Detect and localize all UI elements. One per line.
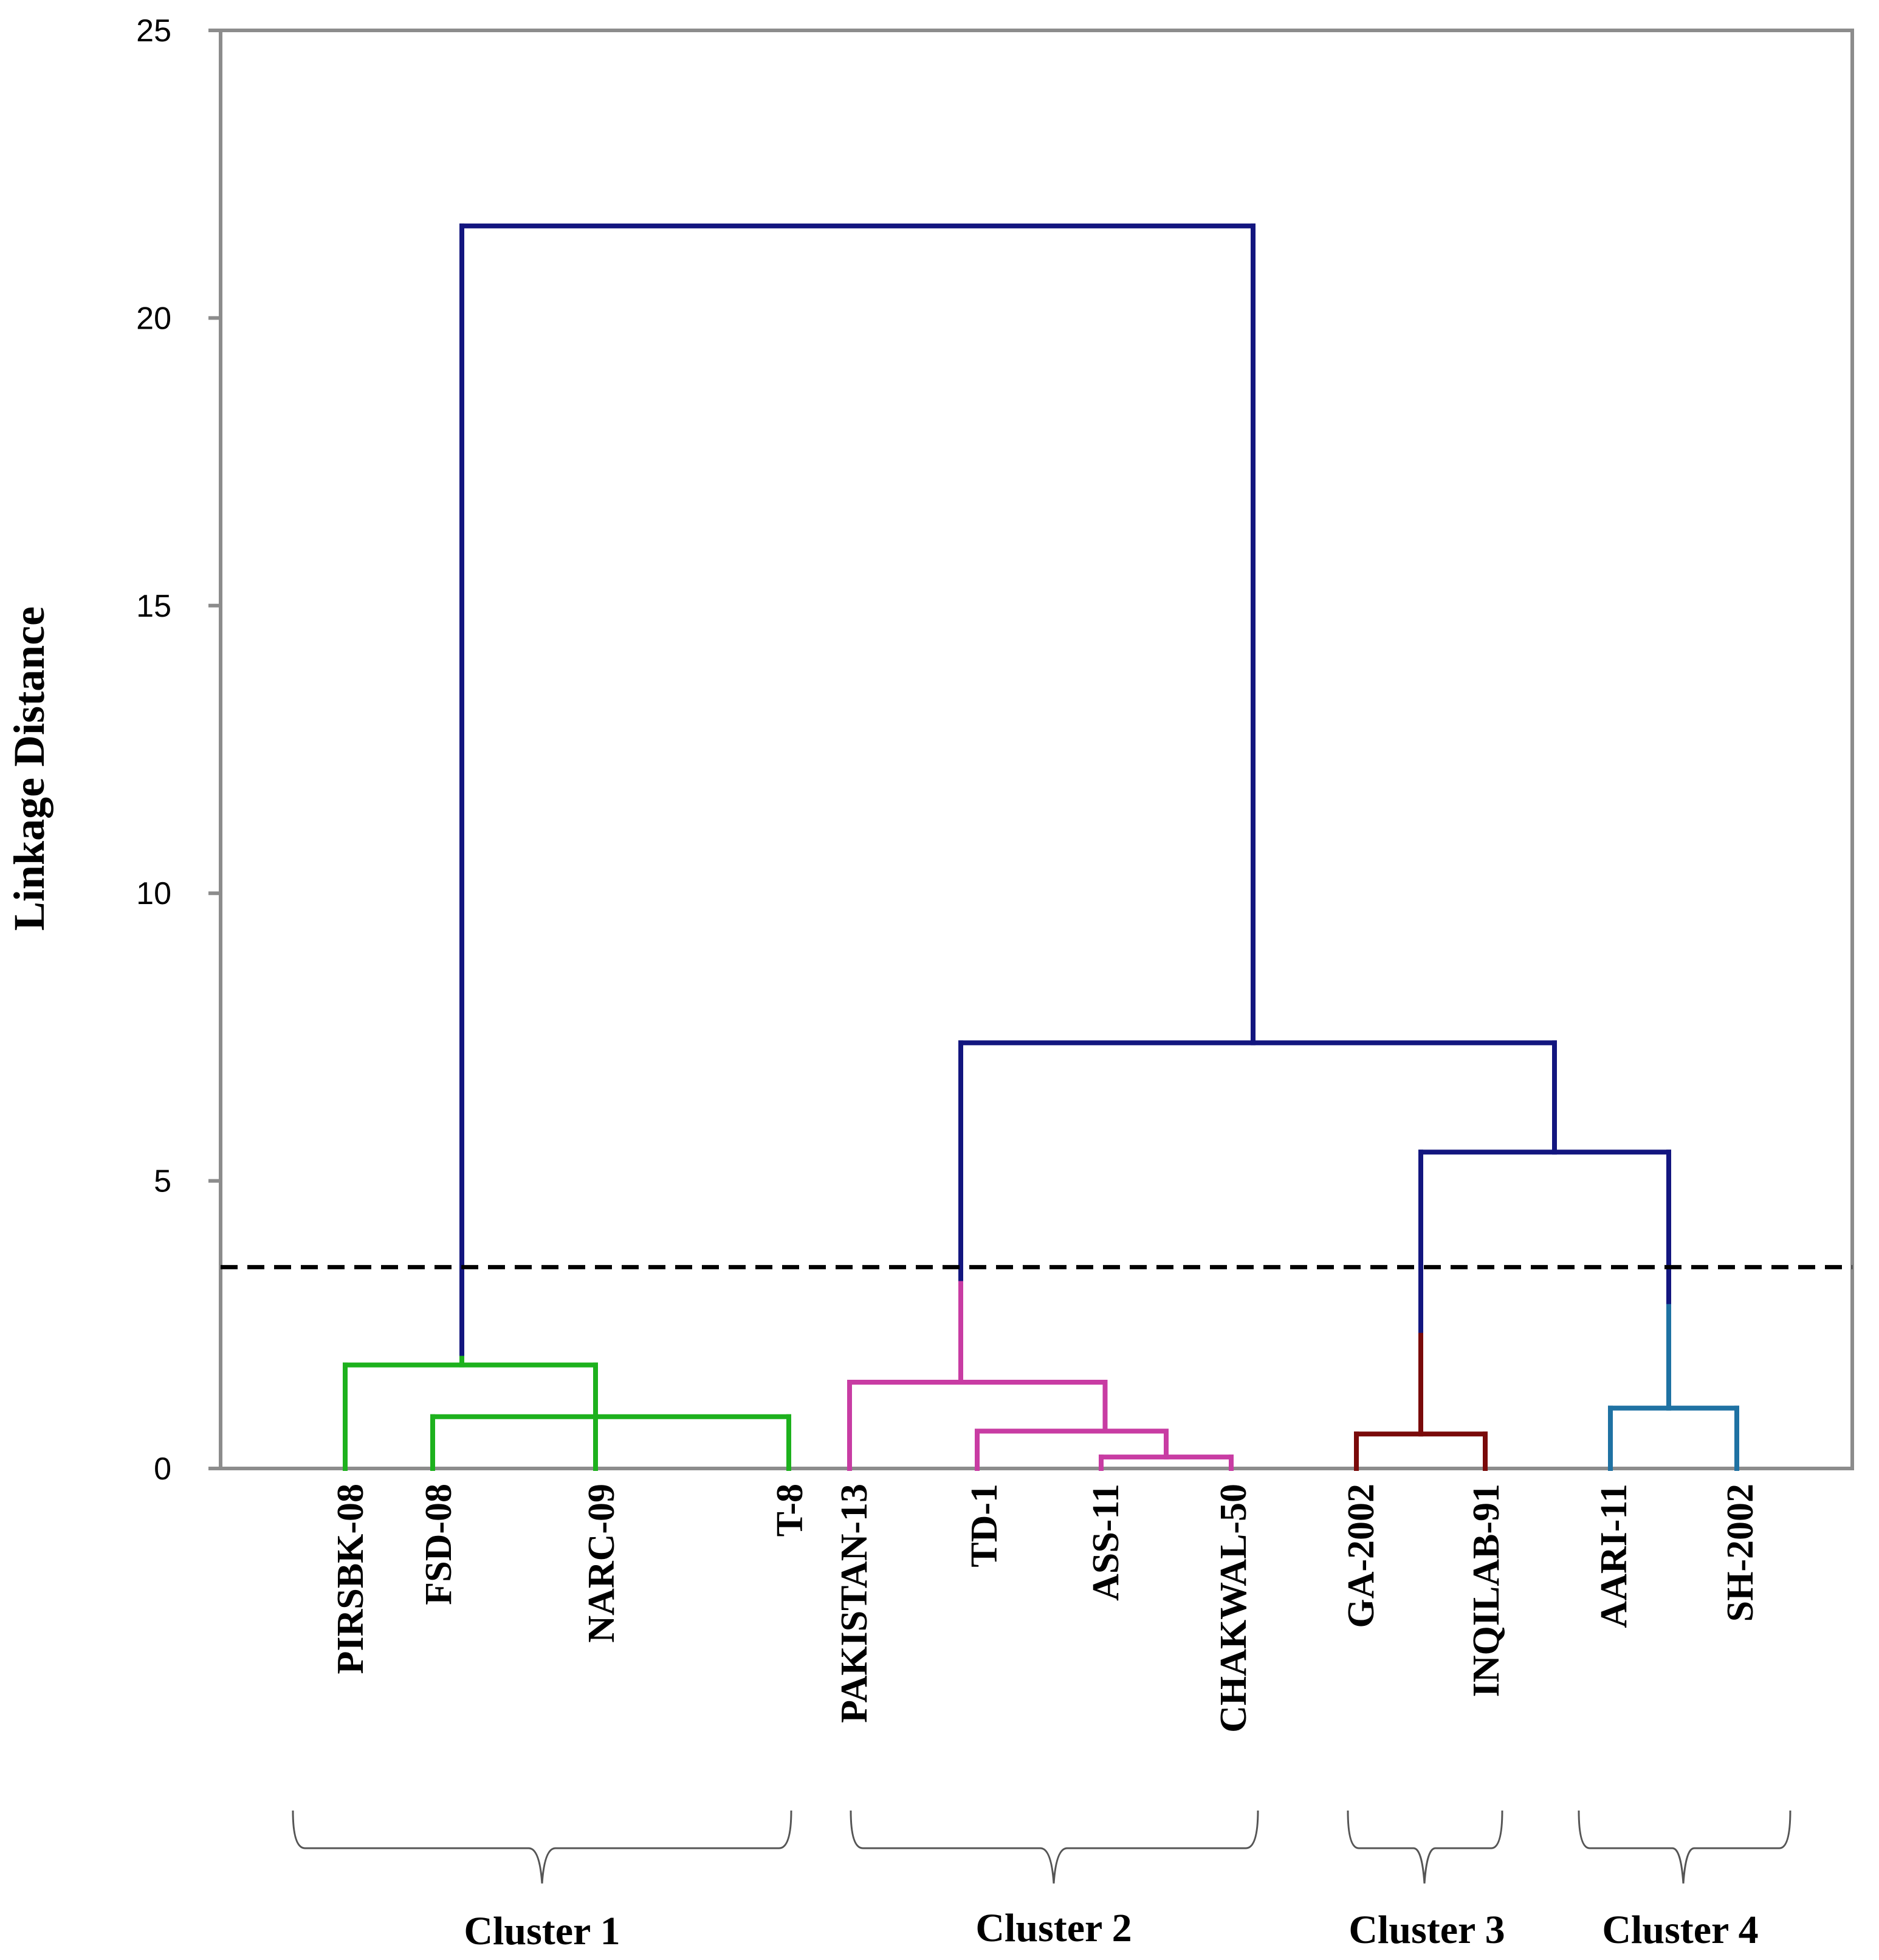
- cluster-brace-2: [850, 1810, 1259, 1884]
- leaf-labels: PIRSBK-08 FSD-08 NARC-09 T-8 PAKISTAN-13…: [330, 1484, 1761, 1733]
- y-tick-label-5: 25: [136, 13, 171, 49]
- y-tick-label-3: 15: [136, 589, 171, 624]
- leaf-label-pakistan-13: PAKISTAN-13: [834, 1484, 875, 1723]
- y-tick-label-2: 10: [136, 876, 171, 911]
- leaf-label-inqilab-91: INQILAB-91: [1466, 1484, 1507, 1697]
- leaf-label-pirsbk-08: PIRSBK-08: [330, 1484, 371, 1674]
- y-tick-label-0: 0: [154, 1451, 171, 1487]
- leaf-label-aari-11: AARI-11: [1593, 1484, 1635, 1628]
- cluster-brace-1: [292, 1810, 792, 1884]
- leaf-label-fsd-08: FSD-08: [418, 1484, 459, 1605]
- cluster-label-4: Cluster 4: [1602, 1908, 1758, 1952]
- y-tick-label-4: 20: [136, 301, 171, 336]
- y-axis: 0 5 10 15 20 25: [136, 13, 221, 1487]
- leaf-label-sh-2002: SH-2002: [1720, 1484, 1761, 1622]
- plot-frame: [219, 29, 1854, 1470]
- leaf-label-narc-09: NARC-09: [581, 1484, 622, 1643]
- leaf-label-t-8: T-8: [769, 1484, 811, 1537]
- y-tick-label-1: 5: [154, 1164, 171, 1199]
- cluster-label-1: Cluster 1: [464, 1909, 620, 1953]
- dendrogram-branches: [343, 223, 1739, 1471]
- cluster-brace-4: [1578, 1810, 1791, 1884]
- cluster-braces: [292, 1810, 1791, 1884]
- leaf-label-ass-11: ASS-11: [1085, 1484, 1127, 1601]
- leaf-label-chakwal-50: CHAKWAL-50: [1213, 1484, 1254, 1733]
- cluster-label-3: Cluster 3: [1348, 1908, 1505, 1952]
- cluster-brace-3: [1347, 1810, 1503, 1884]
- y-axis-title: Linkage Distance: [5, 606, 53, 931]
- leaf-label-ga-2002: GA-2002: [1341, 1484, 1382, 1628]
- leaf-label-td-1: TD-1: [964, 1484, 1005, 1568]
- cluster-label-2: Cluster 2: [975, 1906, 1132, 1950]
